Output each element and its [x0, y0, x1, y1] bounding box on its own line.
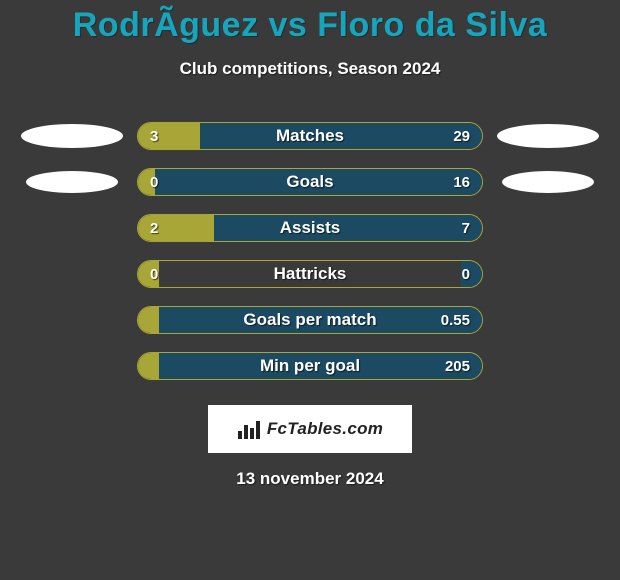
- stat-row: 0Goals16: [0, 159, 620, 205]
- stat-bar-right-fill: [159, 307, 482, 333]
- stat-bar-left-fill: [138, 353, 159, 379]
- stat-row: 3Matches29: [0, 113, 620, 159]
- stat-row: 2Assists7: [0, 205, 620, 251]
- stat-value-left: 2: [150, 215, 158, 241]
- stat-value-left: 3: [150, 123, 158, 149]
- stat-row: Goals per match0.55: [0, 297, 620, 343]
- team-logo-placeholder: [26, 171, 118, 193]
- team-logo-placeholder: [497, 124, 599, 148]
- left-team-logo-slot: [17, 124, 127, 148]
- stat-bar-left-fill: [138, 123, 200, 149]
- page-title: RodrÃ­guez vs Floro da Silva: [0, 0, 620, 45]
- stat-value-right: 0: [462, 261, 470, 287]
- stat-bar: 0Hattricks0: [137, 260, 483, 288]
- branding-text: FcTables.com: [267, 419, 383, 439]
- stat-bar-left-fill: [138, 307, 159, 333]
- stat-bar-right-fill: [155, 169, 482, 195]
- stat-bar-right-fill: [200, 123, 482, 149]
- stat-bar: Goals per match0.55: [137, 306, 483, 334]
- team-logo-placeholder: [502, 171, 594, 193]
- stat-label: Hattricks: [138, 261, 482, 287]
- stat-value-left: 0: [150, 169, 158, 195]
- branding-badge: FcTables.com: [208, 405, 412, 453]
- stat-value-right: 29: [453, 123, 470, 149]
- stats-container: 3Matches290Goals162Assists70Hattricks0Go…: [0, 113, 620, 389]
- stat-bar-right-fill: [159, 353, 482, 379]
- stat-bar: 0Goals16: [137, 168, 483, 196]
- stat-value-right: 205: [445, 353, 470, 379]
- right-team-logo-slot: [493, 171, 603, 193]
- stat-bar: 3Matches29: [137, 122, 483, 150]
- stat-bar: Min per goal205: [137, 352, 483, 380]
- subtitle: Club competitions, Season 2024: [0, 59, 620, 79]
- stat-bar: 2Assists7: [137, 214, 483, 242]
- bars-icon: [237, 419, 261, 439]
- stat-bar-right-fill: [214, 215, 482, 241]
- stat-row: 0Hattricks0: [0, 251, 620, 297]
- stat-row: Min per goal205: [0, 343, 620, 389]
- stat-value-right: 7: [462, 215, 470, 241]
- stat-value-right: 0.55: [441, 307, 470, 333]
- stat-value-right: 16: [453, 169, 470, 195]
- right-team-logo-slot: [493, 124, 603, 148]
- left-team-logo-slot: [17, 171, 127, 193]
- stat-value-left: 0: [150, 261, 158, 287]
- team-logo-placeholder: [21, 124, 123, 148]
- date-text: 13 november 2024: [0, 469, 620, 489]
